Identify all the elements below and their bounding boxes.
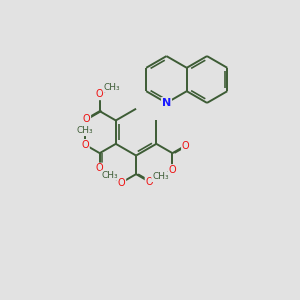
- Text: O: O: [118, 178, 125, 188]
- Text: O: O: [81, 140, 89, 150]
- Text: O: O: [182, 140, 190, 151]
- Text: CH₃: CH₃: [103, 83, 120, 92]
- Text: N: N: [162, 98, 171, 108]
- Text: O: O: [83, 114, 90, 124]
- Text: O: O: [96, 164, 103, 173]
- Text: CH₃: CH₃: [101, 171, 118, 180]
- Text: O: O: [169, 165, 176, 175]
- Text: O: O: [146, 177, 153, 187]
- Text: O: O: [96, 89, 103, 99]
- Text: CH₃: CH₃: [152, 172, 169, 182]
- Text: CH₃: CH₃: [77, 126, 94, 135]
